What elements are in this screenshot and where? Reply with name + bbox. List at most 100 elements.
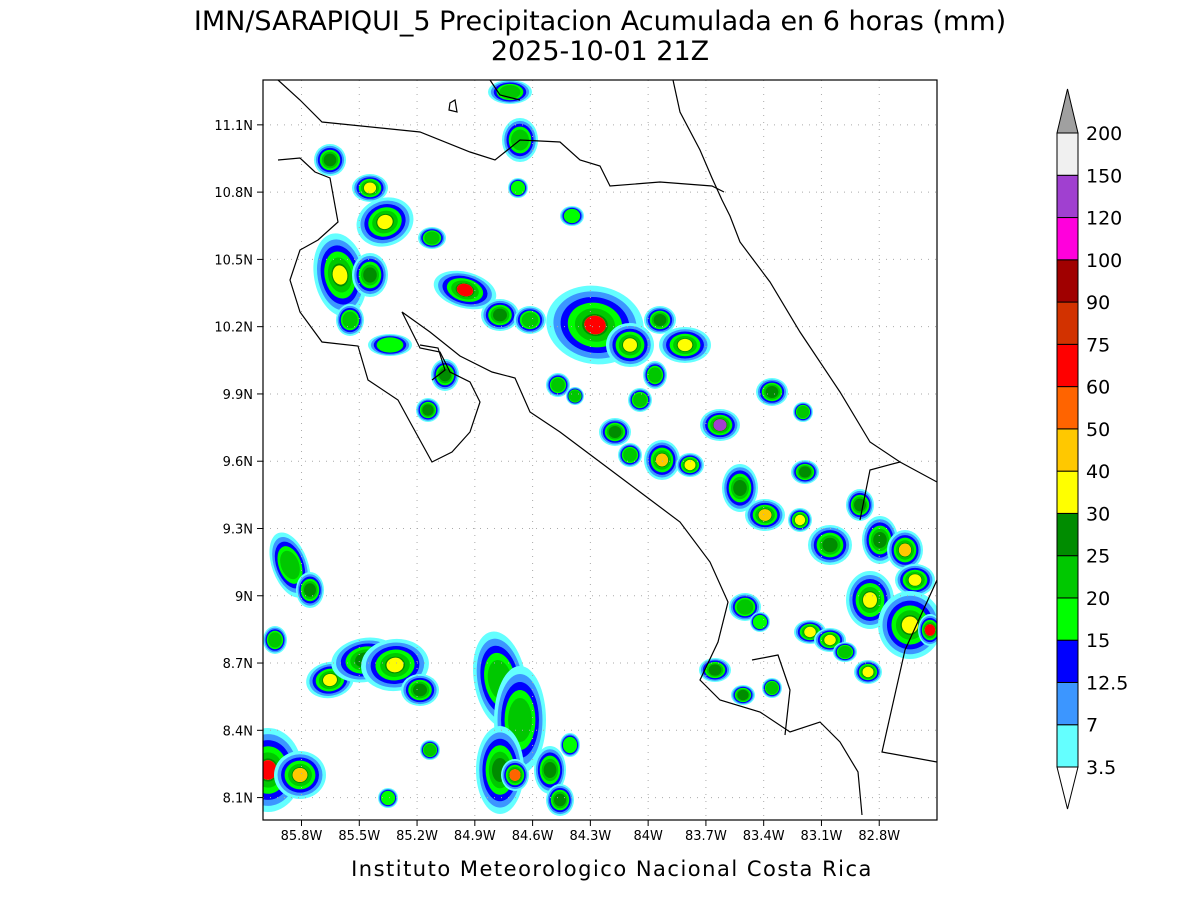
color-band xyxy=(1056,343,1079,388)
x-tick-label: 82.8W xyxy=(858,829,900,844)
rain-contour xyxy=(342,311,358,329)
over-arrow xyxy=(1056,88,1079,134)
x-tick-label: 83.7W xyxy=(685,829,727,844)
x-tick-label: 84.9W xyxy=(454,829,496,844)
color-band xyxy=(1056,217,1079,261)
rain-contour xyxy=(456,283,474,297)
rain-contour xyxy=(332,265,348,285)
rain-contour xyxy=(838,645,852,659)
x-tick-label: 84W xyxy=(633,829,663,844)
map-frame xyxy=(262,79,938,821)
colorbar-label: 3.5 xyxy=(1086,757,1116,779)
rain-contour xyxy=(280,550,300,580)
rain-contour xyxy=(323,153,337,167)
x-tick-label: 83.1W xyxy=(801,829,843,844)
color-band xyxy=(1056,555,1079,599)
rain-contour xyxy=(752,614,768,630)
y-tick-label: 9.3N xyxy=(223,522,253,537)
rain-contour xyxy=(263,760,277,780)
colorbar-label: 20 xyxy=(1086,588,1110,610)
y-tick-label: 9N xyxy=(235,590,253,605)
rain-contour xyxy=(499,85,521,99)
colorbar-label: 25 xyxy=(1086,546,1110,568)
coastlines xyxy=(277,80,937,816)
y-tick-label: 8.1N xyxy=(223,792,253,807)
rain-contour xyxy=(873,532,887,548)
color-band xyxy=(1056,470,1079,514)
under-arrow xyxy=(1056,766,1079,810)
color-band xyxy=(1056,724,1079,768)
caribbean-coast xyxy=(672,80,937,483)
colorbar-label: 100 xyxy=(1086,250,1122,272)
rain-contour xyxy=(413,683,427,697)
panama-border xyxy=(859,461,937,763)
rain-contour xyxy=(268,632,282,648)
colorbar-label: 7 xyxy=(1086,715,1098,737)
rain-contour xyxy=(765,386,779,398)
rain-contour xyxy=(551,378,565,392)
rain-contour xyxy=(377,214,393,230)
island xyxy=(448,99,458,113)
rain-contour xyxy=(554,793,566,807)
rain-contour xyxy=(822,537,838,553)
rain-contour xyxy=(623,338,637,352)
osa-bay xyxy=(751,654,791,736)
y-tick-label: 9.9N xyxy=(223,388,253,403)
y-tick-label: 9.6N xyxy=(223,455,253,470)
colorbar-label: 60 xyxy=(1086,377,1110,399)
colorbar-label: 15 xyxy=(1086,630,1110,652)
rain-contour xyxy=(363,182,377,194)
y-tick-label: 11.1N xyxy=(214,119,253,134)
rain-contour xyxy=(713,419,727,431)
rain-contour xyxy=(908,574,922,586)
y-tick-label: 8.7N xyxy=(223,657,253,672)
rain-contour xyxy=(510,180,526,196)
grid: 85.8W 85.5W 85.2W 84.9W 84.6W 84.3W 84W 83.7W 83… xyxy=(214,80,937,844)
precipitation-field xyxy=(263,80,937,816)
rain-contour xyxy=(794,514,806,526)
rain-contour xyxy=(508,698,532,742)
colorbar: 3.5 7 12.5 15 20 25 30 40 50 60 75 90 100 120 150 200 xyxy=(1056,88,1128,810)
colorbar-label: 90 xyxy=(1086,292,1110,314)
rain-contour xyxy=(323,673,337,687)
rain-contour xyxy=(898,543,912,557)
rain-contour xyxy=(562,736,578,754)
rain-contour xyxy=(422,404,434,416)
rain-contour xyxy=(376,337,404,353)
rain-contour xyxy=(799,466,811,478)
y-tick-label: 8.4N xyxy=(223,724,253,739)
rain-contour xyxy=(854,498,866,512)
rain-contour xyxy=(563,208,581,224)
rain-contour xyxy=(824,634,836,646)
x-tick-label: 84.6W xyxy=(512,829,554,844)
color-band xyxy=(1056,512,1079,557)
rain-contour xyxy=(423,743,437,757)
x-tick-label: 85.2W xyxy=(396,829,438,844)
rain-contour xyxy=(363,267,377,283)
rain-contour xyxy=(509,769,521,781)
colorbar-label: 12.5 xyxy=(1086,672,1128,694)
footer: Instituto Meteorologico Nacional Costa R… xyxy=(351,857,873,881)
map-title: IMN/SARAPIQUI_5 Precipitacion Acumulada … xyxy=(194,6,1006,37)
rain-contour xyxy=(521,312,539,328)
rain-contour xyxy=(543,762,557,778)
rain-contour xyxy=(584,315,606,335)
color-band xyxy=(1056,639,1079,683)
color-band xyxy=(1056,681,1079,726)
rain-contour xyxy=(924,624,936,636)
y-tick-label: 10.2N xyxy=(214,321,253,336)
rain-contour xyxy=(633,393,647,407)
rain-contour xyxy=(648,367,662,383)
rain-contour xyxy=(304,583,316,597)
color-band xyxy=(1056,132,1079,176)
pacific-coast xyxy=(277,157,863,816)
rain-contour xyxy=(608,426,622,438)
map-subtitle: 2025-10-01 21Z xyxy=(491,36,709,67)
rain-contour xyxy=(733,480,747,496)
rain-contour xyxy=(804,626,816,638)
rain-contour xyxy=(737,689,749,701)
rain-contour xyxy=(655,453,669,467)
northern-border xyxy=(277,80,725,193)
